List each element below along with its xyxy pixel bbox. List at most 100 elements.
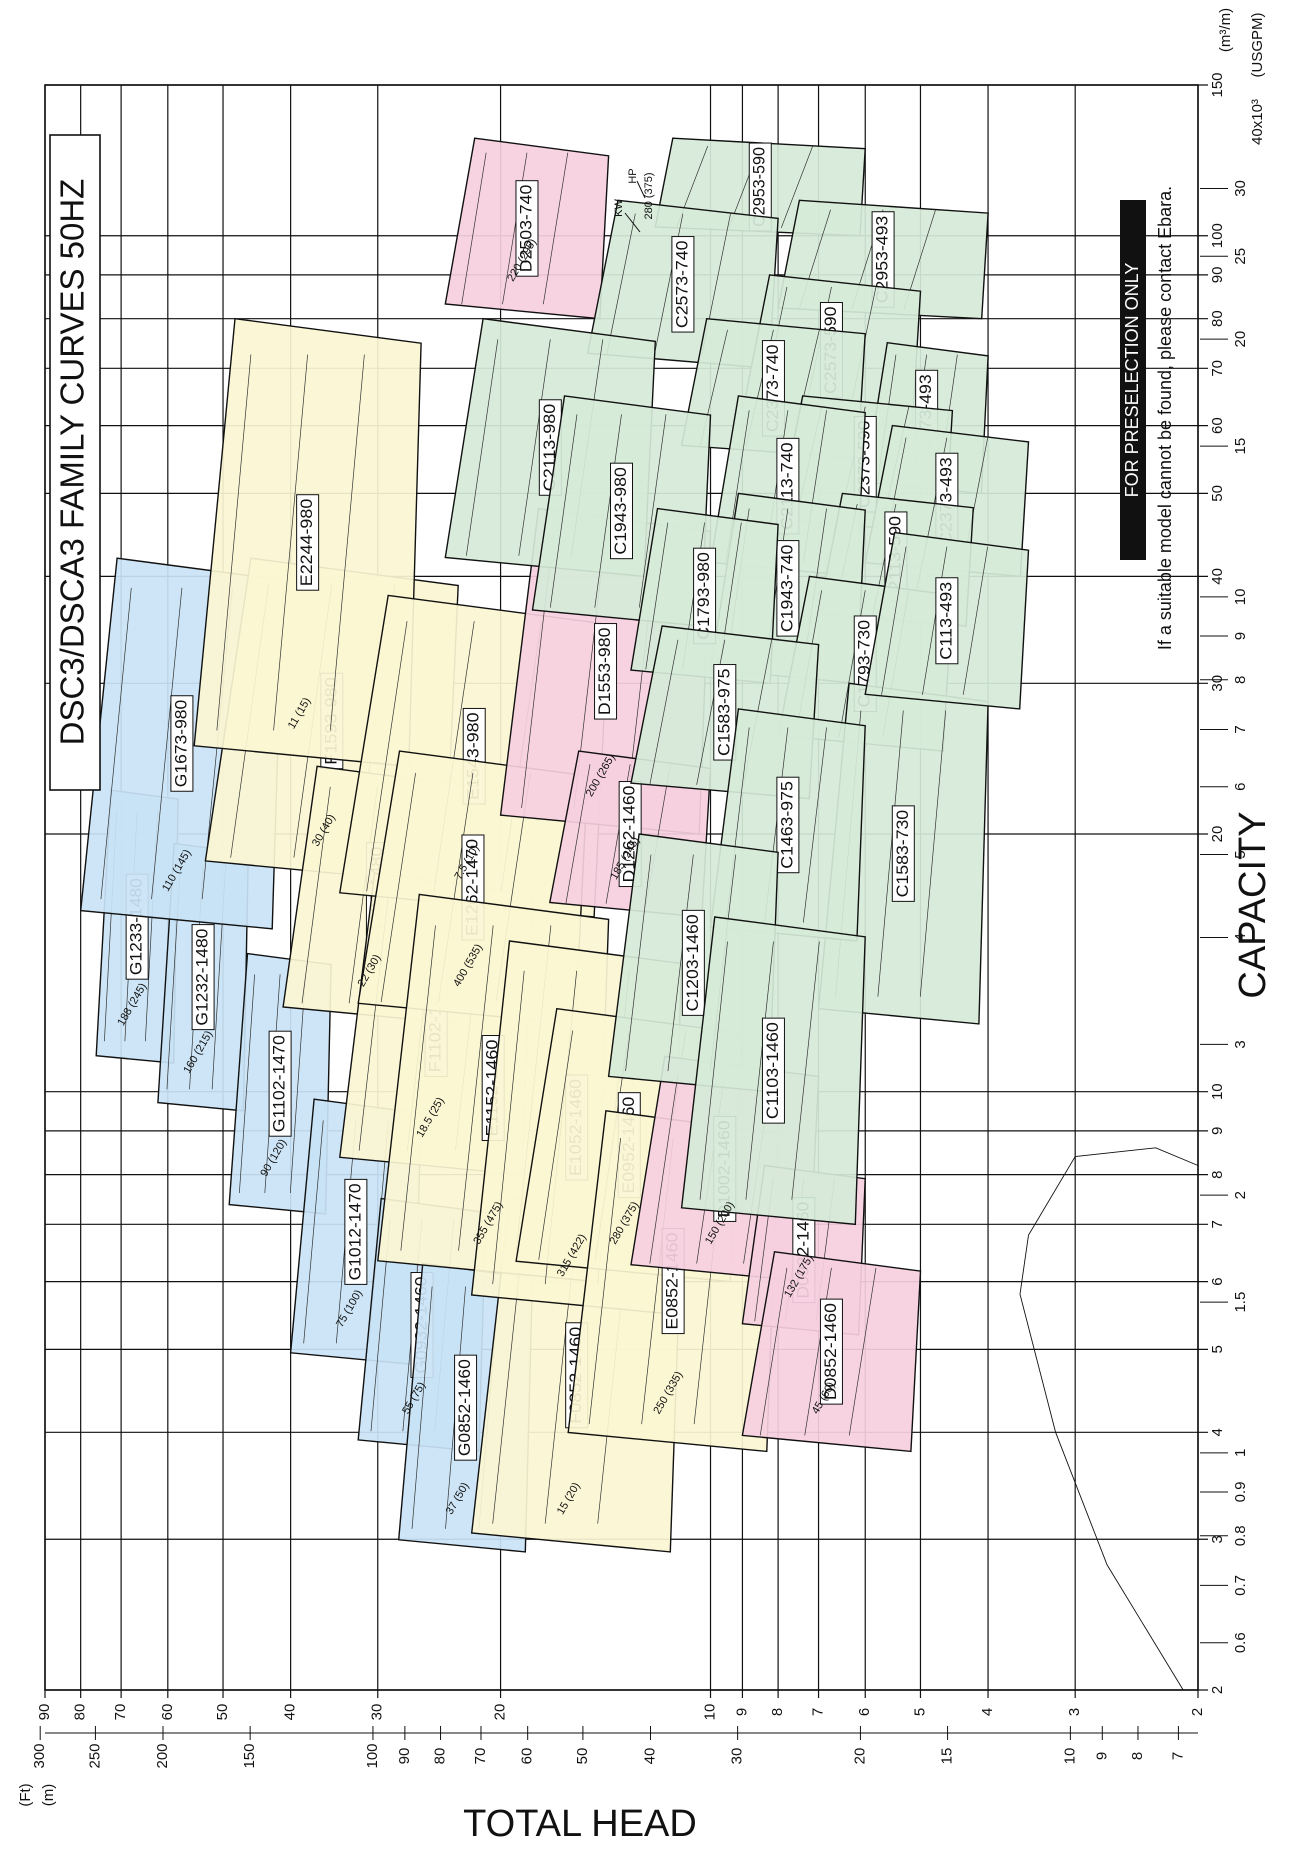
x-tick-label: 8 xyxy=(1209,1170,1226,1178)
x-tick-label: 6 xyxy=(1209,1277,1226,1285)
y-tick-label: 70 xyxy=(112,1704,129,1721)
impeller-curve xyxy=(502,152,528,305)
x-tick-label: 7 xyxy=(1209,1220,1226,1228)
impeller-curve xyxy=(542,152,569,305)
model-label-box xyxy=(761,1017,785,1124)
y-tick-label: 10 xyxy=(701,1704,718,1721)
model-label-box xyxy=(891,805,915,902)
y-tick-label: 9 xyxy=(733,1708,750,1716)
model-label: C1943-980 xyxy=(611,467,630,554)
model-label: D2503-740 xyxy=(516,185,535,272)
x-tick-label: 5 xyxy=(1209,1345,1226,1353)
model-label: D0852-1460 xyxy=(821,1303,840,1400)
x-tick-label: 40 xyxy=(1209,568,1226,585)
impeller-curve xyxy=(759,1267,788,1436)
y-tick-label: 2 xyxy=(1189,1708,1206,1716)
y-tick-label: 40 xyxy=(282,1704,299,1721)
x-tick-label: 60 xyxy=(1209,417,1226,434)
operating-envelope xyxy=(1019,1147,1199,1691)
model-label: G1673-980 xyxy=(171,700,190,788)
model-label: G1102-1470 xyxy=(270,1035,289,1132)
x-secondary-tick-label: 6 xyxy=(1232,783,1249,791)
y-tick-label: 8 xyxy=(769,1708,786,1716)
x-secondary-tick-label: 8 xyxy=(1232,676,1249,684)
x-tick-label: 30 xyxy=(1209,675,1226,692)
x-tick-label: 9 xyxy=(1209,1127,1226,1135)
model-label: C2573-740 xyxy=(672,241,691,329)
x-unit-secondary: (USGPM) xyxy=(1249,13,1266,78)
impeller-curve xyxy=(588,1137,621,1425)
x-tick-label: 2 xyxy=(1209,1686,1226,1694)
x-secondary-tick-label: 1.5 xyxy=(1232,1292,1249,1313)
model-label-box xyxy=(296,494,320,591)
x-secondary-tick-label: 1 xyxy=(1232,1449,1249,1457)
x-tick-label: 80 xyxy=(1209,310,1226,327)
impeller-curve xyxy=(549,414,578,608)
x-secondary-tick-label: 5 xyxy=(1232,850,1249,858)
impeller-curve xyxy=(238,974,255,1194)
impeller-curve xyxy=(594,414,622,608)
x-secondary-tick-label: 20 xyxy=(1232,331,1249,348)
model-label: D1553-980 xyxy=(595,628,614,716)
model-label-box xyxy=(191,924,215,1031)
y-tick-label: 80 xyxy=(72,1704,89,1721)
y-tick-label: 6 xyxy=(856,1708,873,1716)
y-unit-secondary: (Ft) xyxy=(17,1783,34,1806)
impeller-curve xyxy=(100,587,132,900)
model-label-box xyxy=(170,695,194,792)
y-tick-label: 30 xyxy=(369,1704,386,1721)
y-secondary-tick-label: 30 xyxy=(729,1748,746,1765)
pump-region-d2503-740: D2503-740 xyxy=(444,137,610,320)
title-box xyxy=(49,134,101,791)
model-label: G1012-1470 xyxy=(345,1183,364,1280)
model-label: C113-493 xyxy=(936,582,955,660)
impeller-curve xyxy=(881,546,907,695)
model-label: C2953-590 xyxy=(750,147,769,227)
impeller-curve xyxy=(216,354,252,731)
y-tick-label: 7 xyxy=(810,1708,827,1716)
y-tick-label: 60 xyxy=(159,1704,176,1721)
x-secondary-tick-label: 0.6 xyxy=(1232,1632,1249,1653)
impeller-curve xyxy=(919,710,947,997)
y-secondary-tick-label: 200 xyxy=(154,1743,171,1768)
impeller-curve xyxy=(289,974,306,1194)
impeller-curve xyxy=(649,1074,679,1264)
impeller-curve xyxy=(151,587,183,900)
x-secondary-tick-label: 0.8 xyxy=(1232,1525,1249,1546)
x-secondary-tick-label: 7 xyxy=(1232,725,1249,733)
model-label-box xyxy=(594,623,618,720)
x-tick-label: 20 xyxy=(1209,826,1226,843)
chart-title: DSC3/DSCA3 FAMILY CURVES 50HZ xyxy=(54,179,91,746)
model-label-box xyxy=(776,776,800,874)
impeller-curve xyxy=(780,145,814,229)
model-label-box xyxy=(713,664,737,761)
impeller-curve xyxy=(518,339,551,556)
y-secondary-tick-label: 250 xyxy=(86,1743,103,1768)
model-label-box xyxy=(681,909,705,1016)
impeller-curve xyxy=(962,546,989,695)
x-secondary-tick-label: 0.9 xyxy=(1232,1482,1249,1503)
impeller-curve xyxy=(301,786,331,1004)
model-label: G0852-1460 xyxy=(455,1359,474,1456)
x-secondary-multiplier: 40x10³ xyxy=(1249,99,1266,145)
impeller-curve xyxy=(538,1030,574,1260)
legend-kw: KW xyxy=(613,199,625,217)
model-label: C1583-975 xyxy=(714,669,733,757)
impeller-curve xyxy=(791,941,820,1200)
y-secondary-tick-label: 8 xyxy=(1129,1752,1146,1760)
impeller-curve xyxy=(400,925,436,1251)
x-axis-label: CAPACITY xyxy=(1232,811,1274,998)
impeller-curve xyxy=(492,970,525,1285)
model-label: G1232-1480 xyxy=(193,929,212,1026)
x-secondary-tick-label: 15 xyxy=(1232,438,1249,455)
pump-regions: G1233-1480G1232-1480G1673-980G1102-1470G… xyxy=(79,137,1030,1553)
impeller-curve xyxy=(625,854,652,1072)
impeller-curve xyxy=(461,152,487,305)
x-tick-label: 4 xyxy=(1209,1428,1226,1436)
impeller-curve xyxy=(366,621,408,892)
y-secondary-tick-label: 60 xyxy=(519,1748,536,1765)
axis-ticks: 234567891020304050607080901001500.60.70.… xyxy=(31,72,1249,1768)
x-tick-label: 70 xyxy=(1209,360,1226,377)
impeller-curve xyxy=(380,772,416,1003)
